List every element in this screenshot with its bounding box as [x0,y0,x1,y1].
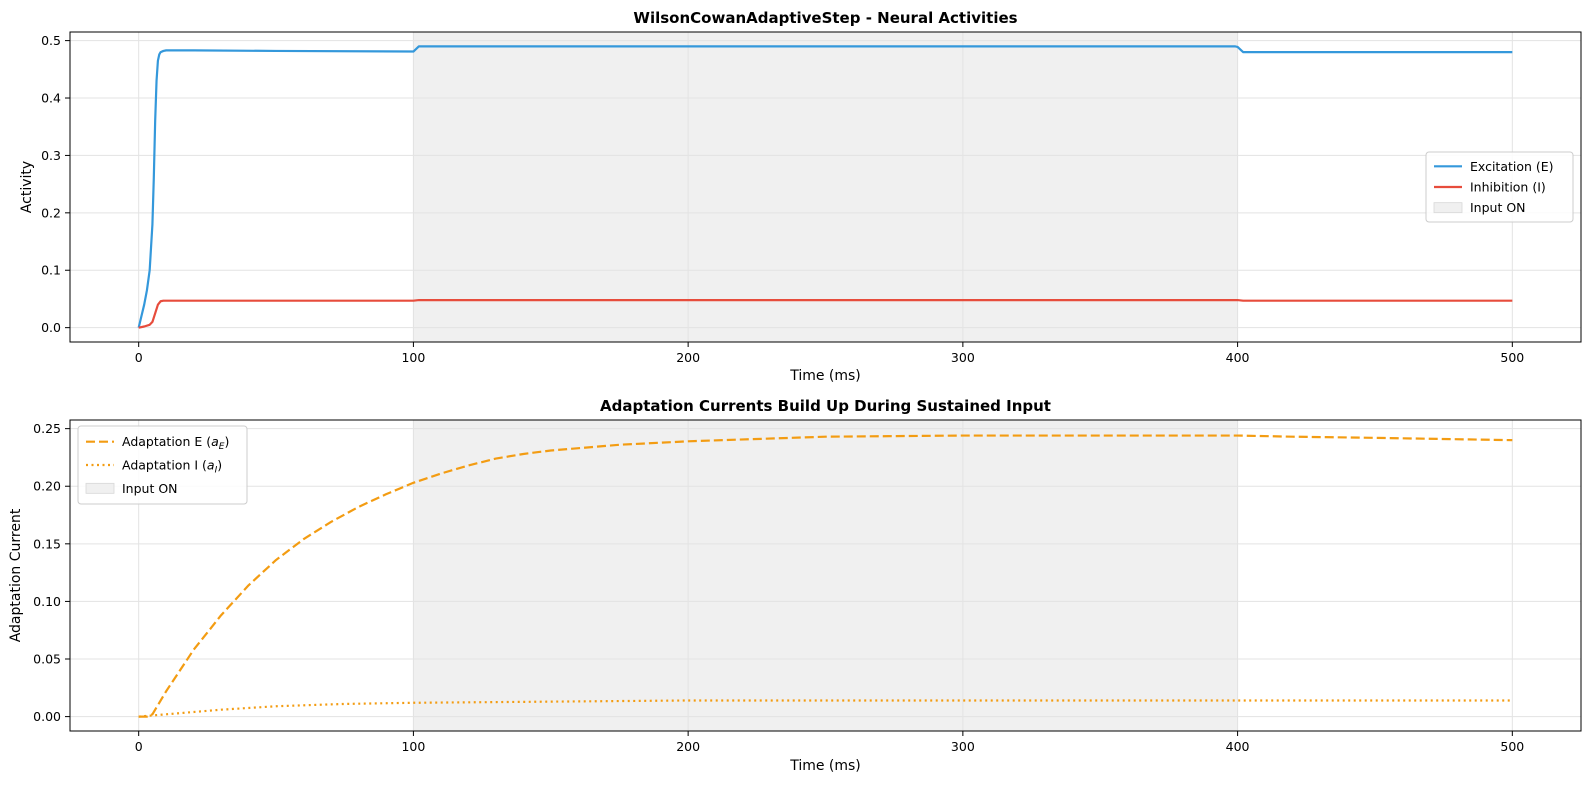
legend-label-suffix: ) [224,434,229,449]
series-line-2 [138,699,1513,718]
x-tick-label: 400 [1226,739,1250,754]
x-tick-label: 300 [951,739,975,754]
series-line-1 [137,45,1513,328]
legend-label-prefix: Adaptation I ( [122,458,207,473]
y-tick-label: 0.20 [33,479,61,494]
x-tick-label: 400 [1226,350,1250,365]
subplot-2: 0 100 200 300 400 500 0.00 0.05 0.10 0.15 0.20 0.25… [8,397,1582,774]
y-tick-label: 0.15 [33,536,61,551]
series-line-1 [138,434,1513,718]
subplot-1: 0 100 200 300 400 500 0.0 0.1 0.2 0.3 0.4 0.5 Wilson… [19,9,1582,384]
x-tick-label: 300 [951,350,975,365]
legend-box [77,425,248,505]
y-tick-label: 0.00 [33,709,61,724]
y-tick-label: 0.3 [41,148,61,163]
x-tick-label: 100 [401,739,425,754]
legend-label-2: Adaptation I (aI) [122,458,222,476]
x-axis-label: Time (ms) [789,368,861,384]
y-axis-label: Adaptation Current [8,508,24,642]
legend-label-input-on: Input ON [122,481,178,496]
y-tick-label: 0.5 [41,33,61,48]
chart-title: WilsonCowanAdaptiveStep - Neural Activit… [633,9,1017,27]
input-on-region [413,31,1238,343]
legend-label-1: Excitation (E) [1470,159,1554,174]
input-on-region [413,419,1238,732]
y-tick-label: 0.05 [33,652,61,667]
x-tick-label: 100 [401,350,425,365]
legend-label-1: Adaptation E (aE) [122,434,229,452]
series-line-2 [138,298,1513,329]
legend: Adaptation E (aE)Adaptation I (aI)Input … [77,425,248,505]
y-tick-label: 0.10 [33,594,61,609]
y-tick-label: 0.1 [41,263,61,278]
legend-label-var: a [211,434,219,449]
x-tick-label: 0 [135,739,143,754]
y-axis-label: Activity [19,161,35,213]
legend-label-sub: E [219,442,225,452]
plot-frame [69,31,1582,343]
legend-label-suffix: ) [217,458,222,473]
legend-swatch-input-on [1433,202,1463,214]
y-tick-label: 0.4 [41,91,61,106]
x-axis-label: Time (ms) [789,758,861,774]
legend-label-2: Inhibition (I) [1470,180,1546,195]
legend-label-var: a [207,458,215,473]
x-tick-label: 0 [135,350,143,365]
x-tick-label: 500 [1500,739,1524,754]
x-tick-label: 200 [676,350,700,365]
x-tick-label: 500 [1500,350,1524,365]
y-tick-label: 0.25 [33,421,61,436]
legend-box [1425,151,1574,223]
y-tick-label: 0.2 [41,205,61,220]
chart-title: Adaptation Currents Build Up During Sust… [600,397,1051,415]
plot-frame [69,419,1582,732]
legend-label-input-on: Input ON [1470,200,1526,215]
legend-swatch-input-on [85,482,115,494]
legend-label-sub: I [215,466,218,476]
legend-label-prefix: Adaptation E ( [122,434,211,449]
x-tick-label: 200 [676,739,700,754]
legend: Excitation (E) Inhibition (I) Input ON [1425,151,1574,223]
y-tick-label: 0.0 [41,320,61,335]
